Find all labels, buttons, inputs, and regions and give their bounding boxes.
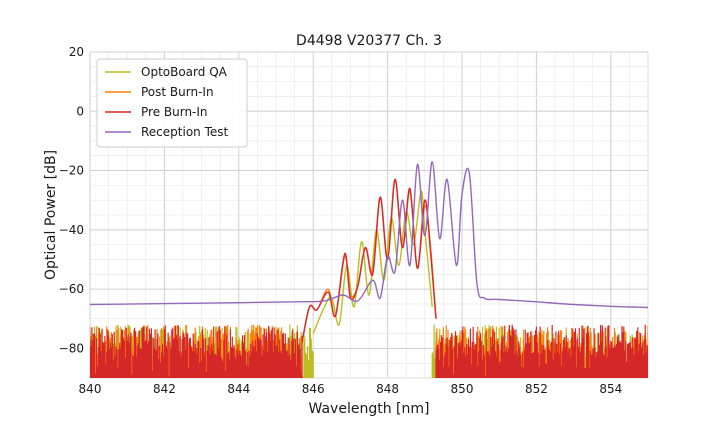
- x-tick-label: 848: [376, 382, 399, 396]
- y-tick-label: 20: [69, 45, 84, 59]
- noise-floor: [435, 324, 648, 378]
- series-pre-burn-in: [90, 178, 648, 378]
- legend-label: Pre Burn-In: [141, 105, 208, 119]
- y-axis-title: Optical Power [dB]: [43, 150, 59, 280]
- series-reception-test: [90, 160, 648, 309]
- x-tick-label: 852: [525, 382, 548, 396]
- y-tick-labels: 20 0 −20 −40 −60 −80: [59, 45, 84, 355]
- legend: OptoBoard QA Post Burn-In Pre Burn-In Recep…: [96, 58, 248, 148]
- series-line: [301, 178, 437, 343]
- chart-title: D4498 V20377 Ch. 3: [296, 33, 442, 49]
- legend-label: Post Burn-In: [141, 85, 214, 99]
- x-tick-label: 846: [302, 382, 325, 396]
- y-tick-label: −60: [59, 282, 84, 296]
- x-tick-labels: 840 842 844 846 848 850 852 854: [79, 382, 623, 396]
- series-line: [90, 160, 648, 309]
- x-tick-label: 854: [599, 382, 622, 396]
- legend-box: [96, 58, 248, 148]
- y-tick-label: −80: [59, 341, 84, 355]
- series-layer: [90, 160, 648, 378]
- noise-floor: [90, 325, 303, 378]
- y-tick-label: −40: [59, 223, 84, 237]
- legend-label: OptoBoard QA: [141, 65, 228, 79]
- legend-label: Reception Test: [141, 125, 229, 139]
- y-tick-label: 0: [76, 104, 84, 118]
- x-tick-label: 842: [153, 382, 176, 396]
- x-axis-title: Wavelength [nm]: [309, 401, 430, 417]
- y-tick-label: −20: [59, 164, 84, 178]
- x-tick-label: 844: [227, 382, 250, 396]
- x-tick-label: 850: [451, 382, 474, 396]
- x-tick-label: 840: [79, 382, 102, 396]
